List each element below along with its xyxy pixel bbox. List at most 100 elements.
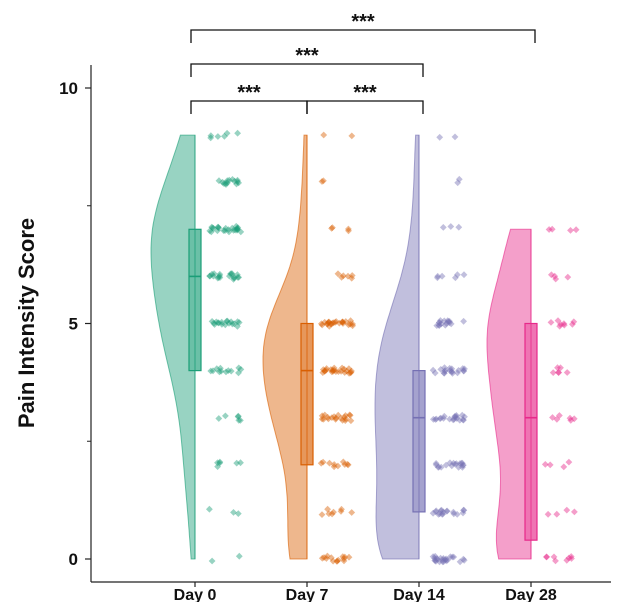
data-point	[206, 272, 213, 280]
data-point	[560, 321, 568, 329]
data-point	[333, 557, 341, 565]
data-point	[455, 463, 462, 471]
data-point	[235, 369, 242, 377]
data-point	[429, 553, 437, 560]
significance-label: ***	[295, 45, 319, 67]
data-point	[225, 226, 232, 233]
data-point	[325, 510, 333, 518]
data-point	[215, 319, 223, 327]
x-tick-label-day-7: Day 7	[286, 587, 329, 602]
data-point	[222, 412, 229, 420]
significance-label: ***	[353, 82, 377, 104]
data-point	[328, 225, 335, 232]
data-point	[450, 553, 458, 561]
data-point	[215, 177, 223, 185]
data-point	[345, 225, 352, 233]
data-point	[213, 365, 221, 373]
data-point	[220, 227, 227, 234]
data-point	[317, 459, 325, 467]
data-point	[209, 224, 216, 232]
data-point	[329, 367, 337, 375]
data-point	[544, 510, 552, 518]
data-point	[433, 415, 440, 423]
data-point	[232, 222, 240, 230]
data-point	[323, 555, 330, 562]
data-point	[212, 318, 220, 326]
data-point	[436, 510, 444, 518]
data-point	[549, 369, 557, 376]
data-point	[430, 415, 437, 423]
data-point	[461, 413, 468, 421]
data-point	[460, 555, 467, 563]
data-point	[237, 228, 245, 236]
data-point	[235, 552, 243, 560]
data-point	[214, 223, 222, 231]
data-point	[440, 317, 448, 325]
data-point	[328, 320, 335, 328]
data-point	[216, 274, 224, 281]
data-point	[208, 318, 216, 325]
data-point	[234, 413, 242, 421]
data-point	[209, 367, 217, 375]
data-point	[234, 224, 242, 231]
data-point	[459, 365, 467, 372]
data-point	[216, 368, 223, 376]
x-tick-label-day-0: Day 0	[174, 587, 217, 602]
data-point	[223, 179, 231, 187]
data-point	[332, 368, 340, 375]
data-point	[226, 272, 233, 280]
data-point	[327, 366, 335, 373]
data-point	[459, 416, 467, 424]
data-point	[456, 558, 464, 566]
data-point	[448, 368, 456, 375]
data-point	[235, 319, 243, 326]
data-point	[216, 459, 224, 467]
data-point	[434, 555, 441, 563]
data-point	[234, 318, 241, 325]
violin-day-14	[374, 134, 420, 560]
points-layer	[206, 129, 580, 566]
boxplots-layer	[188, 135, 538, 559]
data-point	[449, 553, 456, 561]
data-point	[447, 223, 455, 230]
x-tick-label-day-14: Day 14	[393, 587, 445, 602]
data-point	[339, 320, 347, 327]
data-point	[320, 177, 327, 185]
data-point	[326, 459, 333, 467]
data-point	[541, 461, 549, 468]
data-point	[321, 411, 329, 419]
data-point	[460, 461, 467, 469]
data-point	[327, 320, 335, 328]
data-point	[234, 226, 241, 233]
data-point	[444, 317, 452, 325]
data-point	[341, 553, 349, 561]
data-point	[318, 511, 326, 518]
data-point	[441, 364, 448, 371]
data-point	[433, 555, 440, 562]
data-point	[206, 227, 214, 235]
data-point	[435, 319, 443, 326]
data-point	[571, 508, 578, 516]
data-point	[429, 509, 437, 517]
data-point	[348, 132, 356, 140]
data-point	[328, 414, 336, 421]
data-point	[334, 411, 342, 419]
data-point	[234, 178, 241, 186]
data-point	[443, 507, 451, 515]
data-point	[325, 318, 333, 326]
data-point	[338, 364, 346, 372]
significance-layer: *** *** *** ***	[190, 11, 536, 114]
data-point	[347, 368, 355, 376]
data-point	[214, 463, 221, 470]
data-point	[227, 270, 234, 278]
data-point	[451, 412, 459, 420]
data-point	[454, 179, 462, 187]
data-point	[224, 367, 232, 374]
data-point	[319, 369, 327, 376]
data-point	[437, 366, 445, 373]
data-point	[235, 274, 243, 281]
significance-label: ***	[237, 82, 261, 104]
data-point	[440, 558, 447, 566]
data-point	[230, 274, 238, 282]
data-point	[460, 416, 467, 424]
